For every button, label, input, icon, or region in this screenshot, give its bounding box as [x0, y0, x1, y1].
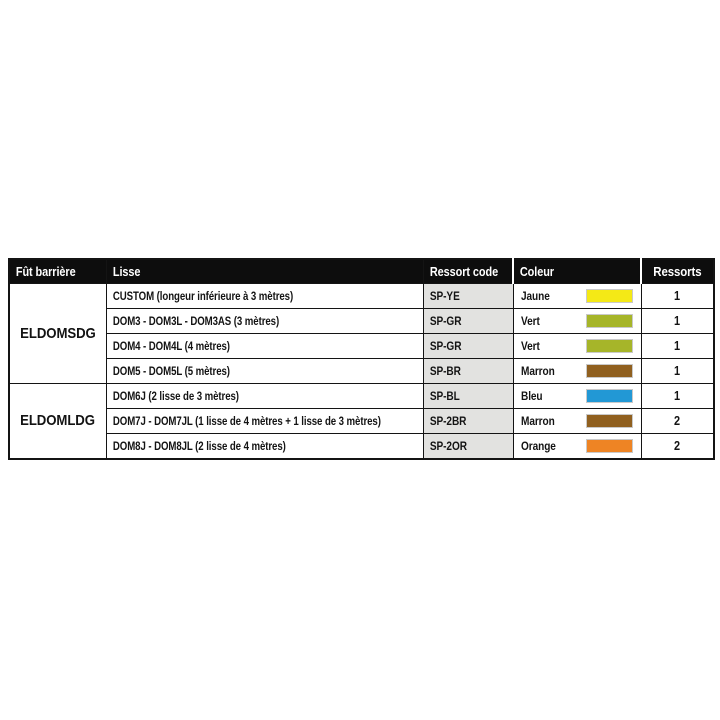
- lisse-label: DOM7J - DOM7JL (1 lisse de 4 mètres + 1 …: [112, 416, 381, 428]
- table-body: ELDOMSDG CUSTOM (longeur inférieure à 3 …: [8, 283, 715, 459]
- group-cell-eldomsdg: ELDOMSDG: [8, 283, 107, 384]
- header-ressorts: Ressorts: [640, 258, 715, 284]
- ressort-code-label: SP-GR: [429, 314, 461, 328]
- couleur-label: Bleu: [520, 389, 543, 403]
- header-lisse: Lisse: [105, 258, 424, 284]
- couleur-cell: Vert: [512, 333, 642, 359]
- table-row: ELDOMSDG CUSTOM (longeur inférieure à 3 …: [8, 283, 715, 384]
- ressort-code-cell: SP-BL: [422, 383, 514, 409]
- header-coleur-label: Coleur: [519, 263, 554, 279]
- ressorts-count-cell: 1: [640, 358, 715, 384]
- ressorts-count: 1: [673, 338, 680, 353]
- header-fut-barriere-label: Fût barrière: [15, 263, 76, 279]
- header-lisse-label: Lisse: [112, 263, 140, 279]
- header-ressort-code-label: Ressort code: [429, 263, 498, 279]
- ressort-code-label: SP-BR: [429, 364, 461, 378]
- ressort-code-cell: SP-2BR: [422, 408, 514, 434]
- ressorts-count: 2: [673, 437, 680, 453]
- ressort-code-label: SP-2BR: [429, 414, 466, 428]
- ressorts-count-cell: 2: [640, 433, 715, 459]
- ressorts-count: 1: [673, 313, 680, 328]
- couleur-cell: Marron: [512, 358, 642, 384]
- couleur-cell: Marron: [512, 408, 642, 434]
- table-row: ELDOMLDG DOM6J (2 lisse de 3 mètres) SP-…: [8, 383, 715, 459]
- header-row: Fût barrière Lisse Ressort code Coleur R…: [8, 258, 715, 284]
- table-row: DOM3 - DOM3L - DOM3AS (3 mètres) SP-GR V…: [9, 308, 715, 334]
- ressorts-count: 1: [673, 363, 680, 378]
- color-swatch: [585, 389, 633, 403]
- header-ressort-code: Ressort code: [422, 258, 514, 284]
- group-label: ELDOMLDG: [20, 411, 96, 429]
- lisse-cell: DOM3 - DOM3L - DOM3AS (3 mètres): [105, 308, 424, 334]
- ressort-code-cell: SP-YE: [422, 283, 514, 309]
- couleur-cell-inner: Orange: [514, 438, 640, 453]
- ressorts-count: 1: [673, 388, 680, 403]
- lisse-label: CUSTOM (longeur inférieure à 3 mètres): [112, 291, 293, 303]
- couleur-cell: Vert: [512, 308, 642, 334]
- group-cell-eldomldg: ELDOMLDG: [8, 383, 107, 459]
- lisse-cell: DOM5 - DOM5L (5 mètres): [105, 358, 424, 384]
- color-swatch: [585, 314, 633, 328]
- ressorts-count-cell: 1: [640, 383, 715, 409]
- ressort-code-label: SP-2OR: [429, 438, 467, 453]
- couleur-cell: Jaune: [512, 283, 642, 309]
- couleur-label: Jaune: [520, 289, 550, 303]
- couleur-cell: Orange: [512, 433, 642, 459]
- couleur-label: Marron: [520, 364, 555, 378]
- table-row: DOM7J - DOM7JL (1 lisse de 4 mètres + 1 …: [9, 408, 715, 434]
- ressorts-count-cell: 1: [640, 308, 715, 334]
- couleur-cell-inner: Vert: [514, 314, 640, 328]
- color-swatch: [585, 414, 633, 428]
- ressort-code-cell: SP-BR: [422, 358, 514, 384]
- couleur-cell: Bleu: [512, 383, 642, 409]
- ressorts-count-cell: 1: [640, 283, 715, 309]
- couleur-label: Marron: [520, 414, 555, 428]
- lisse-cell: DOM8J - DOM8JL (2 lisse de 4 mètres): [105, 433, 424, 459]
- lisse-cell: CUSTOM (longeur inférieure à 3 mètres): [105, 283, 424, 309]
- lisse-cell: DOM7J - DOM7JL (1 lisse de 4 mètres + 1 …: [105, 408, 424, 434]
- lisse-cell: DOM4 - DOM4L (4 mètres): [105, 333, 424, 359]
- lisse-label: DOM8J - DOM8JL (2 lisse de 4 mètres): [112, 440, 286, 453]
- lisse-label: DOM5 - DOM5L (5 mètres): [112, 366, 230, 378]
- lisse-label: DOM3 - DOM3L - DOM3AS (3 mètres): [112, 316, 279, 328]
- ressort-code-label: SP-GR: [429, 339, 461, 353]
- couleur-cell-inner: Marron: [514, 364, 640, 378]
- couleur-cell-inner: Marron: [514, 414, 640, 428]
- color-swatch: [585, 438, 633, 453]
- table-row: DOM4 - DOM4L (4 mètres) SP-GR Vert 1: [9, 333, 715, 359]
- ressorts-count: 1: [673, 288, 680, 303]
- header-ressorts-label: Ressorts: [653, 263, 702, 279]
- ressorts-count: 2: [673, 413, 680, 428]
- color-swatch: [585, 364, 633, 378]
- color-swatch: [585, 339, 633, 353]
- lisse-label: DOM4 - DOM4L (4 mètres): [112, 341, 230, 353]
- product-table-container: Fût barrière Lisse Ressort code Coleur R…: [8, 258, 715, 460]
- group-label: ELDOMSDG: [19, 324, 96, 342]
- couleur-label: Vert: [520, 339, 540, 353]
- lisse-cell: DOM6J (2 lisse de 3 mètres): [105, 383, 424, 409]
- ressort-code-cell: SP-GR: [422, 308, 514, 334]
- ressort-code-label: SP-YE: [429, 289, 460, 303]
- color-swatch: [585, 289, 633, 303]
- product-table: Fût barrière Lisse Ressort code Coleur R…: [8, 258, 715, 460]
- table-header: Fût barrière Lisse Ressort code Coleur R…: [8, 258, 715, 284]
- ressort-code-label: SP-BL: [429, 389, 460, 403]
- table-row: DOM8J - DOM8JL (2 lisse de 4 mètres) SP-…: [9, 433, 715, 459]
- couleur-cell-inner: Jaune: [514, 289, 640, 303]
- ressort-code-cell: SP-GR: [422, 333, 514, 359]
- header-fut-barriere: Fût barrière: [8, 258, 107, 284]
- couleur-cell-inner: Vert: [514, 339, 640, 353]
- ressorts-count-cell: 2: [640, 408, 715, 434]
- header-coleur: Coleur: [512, 258, 642, 284]
- ressorts-count-cell: 1: [640, 333, 715, 359]
- lisse-label: DOM6J (2 lisse de 3 mètres): [112, 391, 239, 403]
- couleur-label: Orange: [520, 438, 556, 453]
- couleur-cell-inner: Bleu: [514, 389, 640, 403]
- table-row: DOM5 - DOM5L (5 mètres) SP-BR Marron 1: [9, 358, 715, 384]
- couleur-label: Vert: [520, 314, 540, 328]
- ressort-code-cell: SP-2OR: [422, 433, 514, 459]
